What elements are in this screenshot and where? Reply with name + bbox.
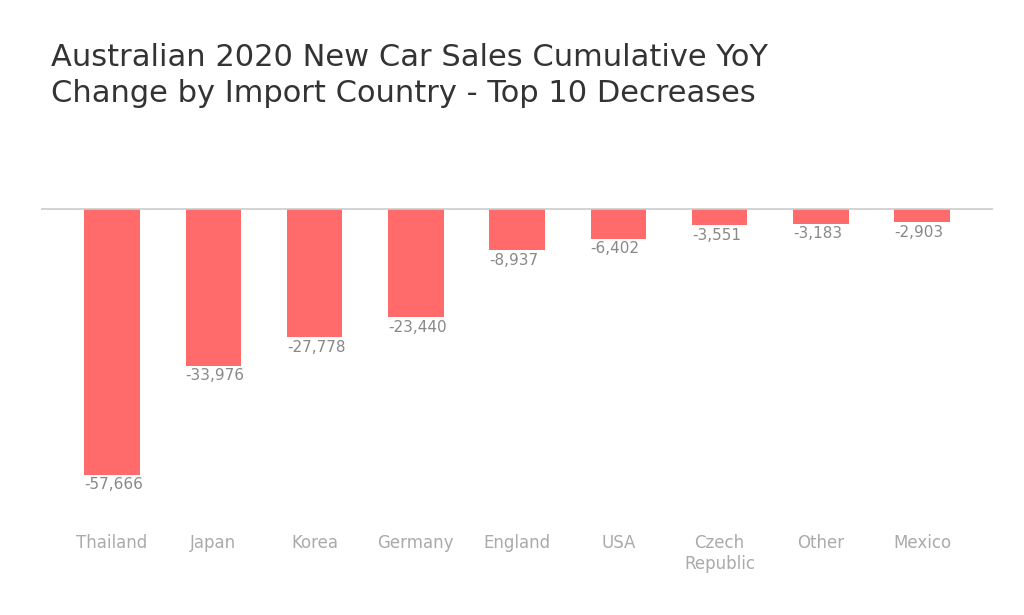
Text: -23,440: -23,440 xyxy=(388,320,446,335)
Bar xyxy=(287,209,342,337)
Text: -27,778: -27,778 xyxy=(287,339,345,354)
Bar xyxy=(591,209,646,239)
Text: -33,976: -33,976 xyxy=(185,368,245,383)
Text: -57,666: -57,666 xyxy=(84,477,143,493)
Bar xyxy=(692,209,748,226)
Bar xyxy=(894,209,950,223)
Bar xyxy=(793,209,849,224)
Text: -3,551: -3,551 xyxy=(692,228,740,243)
Text: -8,937: -8,937 xyxy=(489,253,539,268)
Bar xyxy=(489,209,545,250)
Text: -6,402: -6,402 xyxy=(591,241,640,256)
Text: Australian 2020 New Car Sales Cumulative YoY
Change by Import Country - Top 10 D: Australian 2020 New Car Sales Cumulative… xyxy=(51,43,768,108)
Bar xyxy=(84,209,140,475)
Text: -3,183: -3,183 xyxy=(793,226,842,241)
Bar xyxy=(185,209,242,366)
Text: -2,903: -2,903 xyxy=(894,225,943,240)
Bar xyxy=(388,209,443,317)
